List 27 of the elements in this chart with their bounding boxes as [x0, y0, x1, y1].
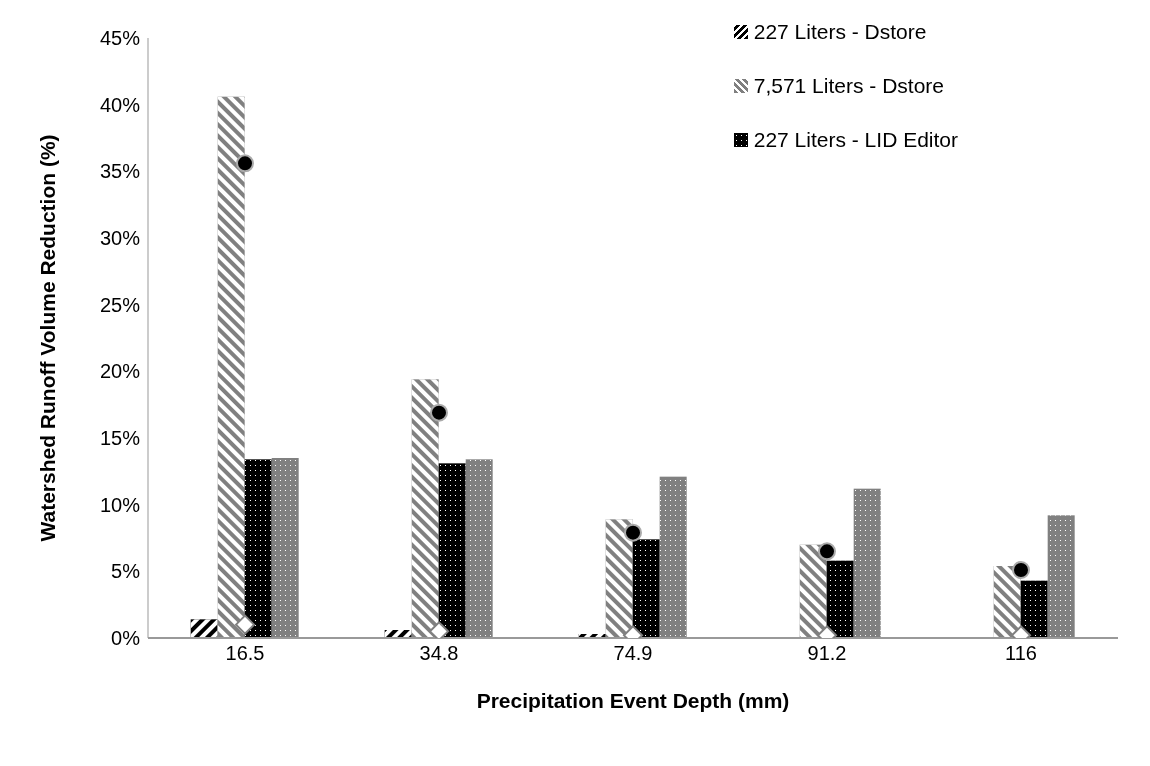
- y-tick-label: 15%: [99, 427, 141, 450]
- x-tick-label: 34.8: [419, 642, 459, 665]
- y-tick-label: 45%: [99, 27, 141, 50]
- y-tick-label: 25%: [99, 293, 141, 316]
- y-tick-label: 40%: [99, 93, 141, 116]
- point: [236, 154, 254, 173]
- x-axis-title: Precipitation Event Depth (mm): [476, 689, 790, 712]
- legend-label: 227 Liters - Dstore: [753, 20, 927, 44]
- y-tick-label: 0%: [111, 627, 141, 650]
- point: [429, 621, 449, 638]
- legend-label: 7,571 Liters - Dstore: [753, 74, 944, 98]
- legend-label: 227 Liters - LID Editor: [753, 128, 958, 152]
- x-tick-label: 91.2: [807, 642, 847, 665]
- y-tick-label: 35%: [99, 160, 141, 183]
- y-tick-label: 20%: [99, 360, 141, 383]
- y-tick-label: 5%: [111, 560, 141, 583]
- point: [235, 614, 255, 635]
- point: [430, 403, 448, 422]
- y-tick-label: 10%: [99, 493, 141, 516]
- x-tick-label: 116: [1005, 642, 1037, 665]
- point: [1012, 561, 1030, 579]
- y-tick-label: 30%: [99, 227, 141, 250]
- x-tick-label: 74.9: [613, 642, 653, 665]
- x-tick-label: 16.5: [225, 642, 265, 665]
- y-axis-title: Watershed Runoff Volume Reduction (%): [36, 134, 60, 542]
- point: [818, 542, 836, 561]
- point: [624, 523, 642, 542]
